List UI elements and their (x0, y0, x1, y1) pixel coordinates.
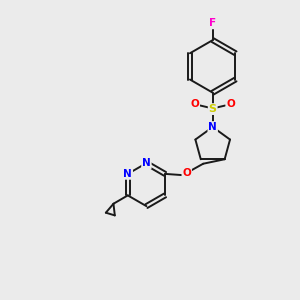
Text: O: O (226, 99, 235, 109)
Text: N: N (123, 169, 132, 179)
Text: F: F (209, 18, 216, 28)
Text: N: N (208, 122, 217, 132)
Text: O: O (190, 99, 199, 109)
Text: S: S (209, 104, 217, 114)
Text: N: N (142, 158, 151, 168)
Text: O: O (182, 168, 191, 178)
